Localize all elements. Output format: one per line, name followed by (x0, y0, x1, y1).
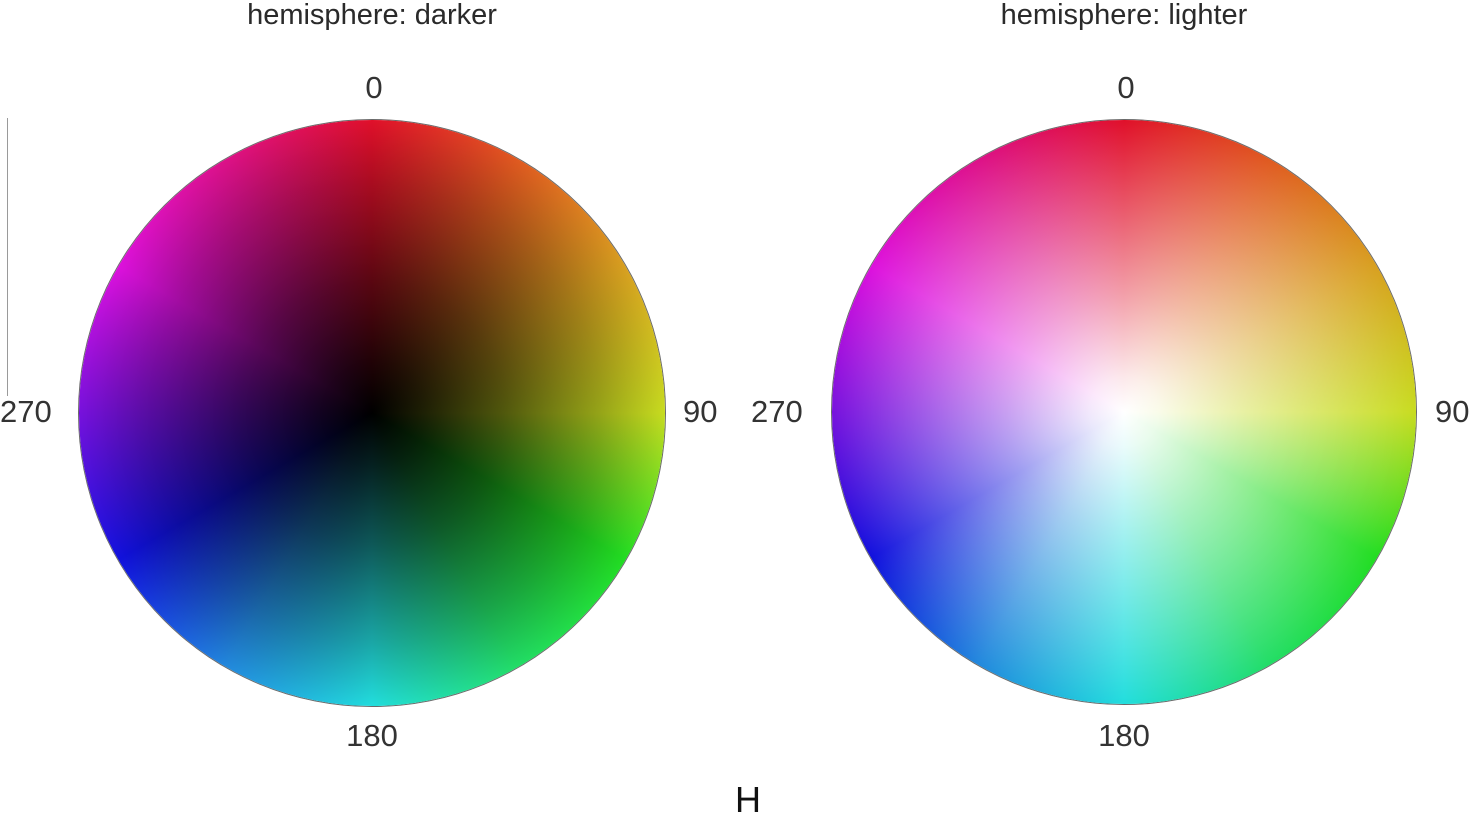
panel-title-lighter: hemisphere: lighter (1000, 0, 1248, 31)
tick-label-180: 180 (1098, 718, 1150, 753)
tick-label-270: 270 (0, 394, 52, 429)
tick-label-270: 270 (751, 394, 803, 429)
x-axis-label: H (735, 779, 761, 820)
tick-label-0: 0 (365, 70, 383, 105)
panel-title-darker: hemisphere: darker (247, 0, 497, 31)
tick-label-180: 180 (346, 718, 398, 753)
color-wheel-darker (79, 120, 665, 706)
tick-label-90: 90 (1435, 394, 1470, 429)
tick-label-90: 90 (683, 394, 718, 429)
axis-line (7, 118, 8, 396)
tick-label-0: 0 (1117, 70, 1135, 105)
color-wheel-lighter (832, 120, 1416, 704)
